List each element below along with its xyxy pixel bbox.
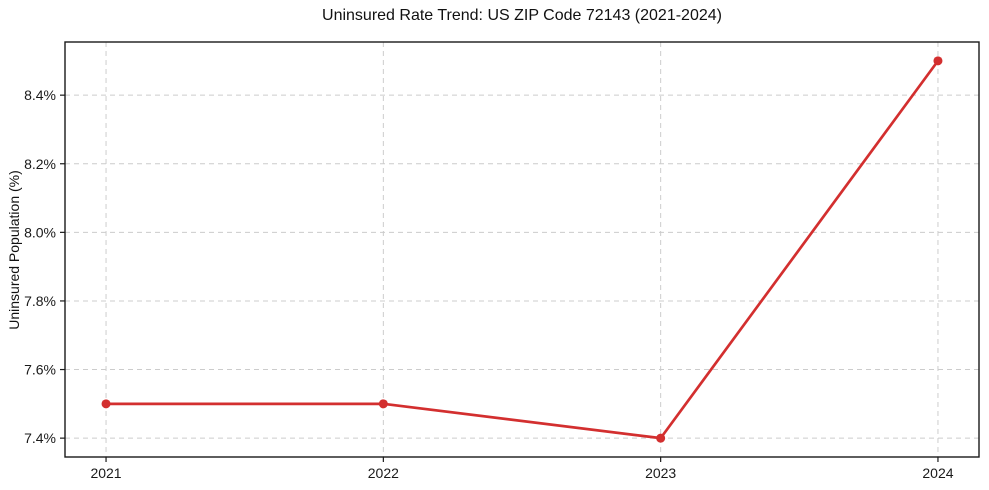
data-point-2021 <box>101 399 111 409</box>
data-point-2024 <box>933 56 943 66</box>
data-point-2022 <box>378 399 388 409</box>
y-tick-label: 7.6% <box>24 362 56 378</box>
y-tick-label: 7.4% <box>24 430 56 446</box>
data-point-2023 <box>656 433 666 443</box>
x-tick-label: 2021 <box>90 465 121 481</box>
x-tick-label: 2022 <box>368 465 399 481</box>
y-axis-label: Uninsured Population (%) <box>6 170 22 330</box>
trend-line <box>104 59 940 440</box>
x-tick-label: 2024 <box>922 465 953 481</box>
y-tick-label: 8.4% <box>24 87 56 103</box>
y-tick-label: 8.0% <box>24 224 56 240</box>
y-tick-label: 7.8% <box>24 293 56 309</box>
x-tick-label: 2023 <box>645 465 676 481</box>
y-tick-label: 8.2% <box>24 156 56 172</box>
chart-title: Uninsured Rate Trend: US ZIP Code 72143 … <box>322 7 722 24</box>
plot-border <box>64 41 980 458</box>
